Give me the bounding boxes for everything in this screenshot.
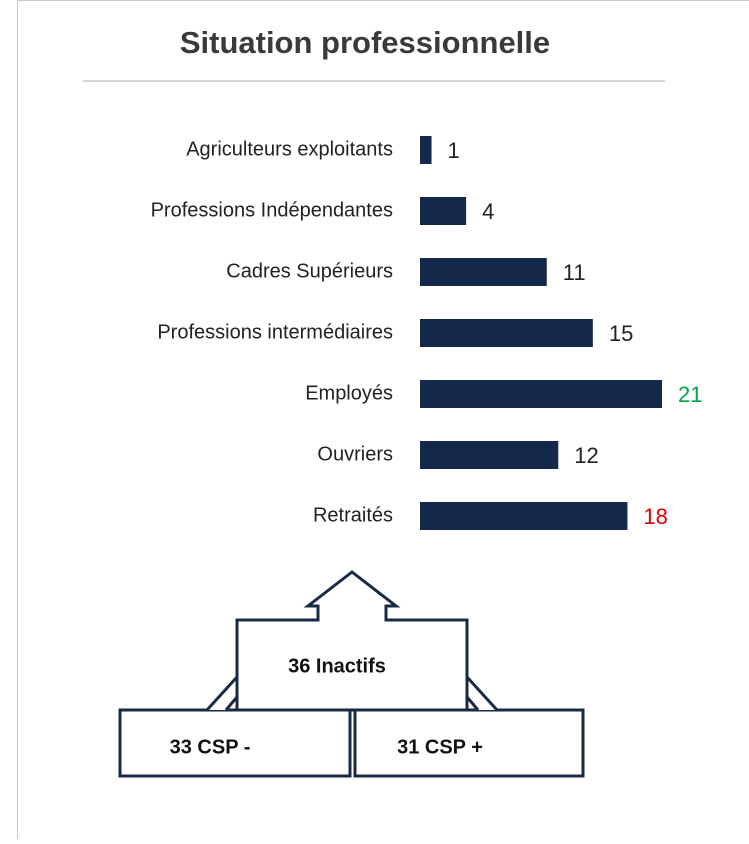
box-top-label: 36 Inactifs <box>288 655 386 677</box>
value-label: 12 <box>574 443 598 468</box>
category-label: Retraités <box>313 504 393 526</box>
category-label: Cadres Supérieurs <box>226 260 393 282</box>
category-label: Ouvriers <box>317 443 393 465</box>
category-label: Employés <box>305 382 393 404</box>
value-label: 11 <box>563 260 586 285</box>
bar <box>420 258 547 286</box>
category-label: Agriculteurs exploitants <box>186 138 393 160</box>
chart-title: Situation professionnelle <box>180 25 550 60</box>
value-label: 18 <box>643 504 667 529</box>
bar <box>420 197 466 225</box>
value-label: 1 <box>448 138 460 163</box>
bar <box>420 319 593 347</box>
bar <box>420 502 627 530</box>
category-label: Professions Indépendantes <box>151 199 393 221</box>
value-label: 15 <box>609 321 633 346</box>
bar <box>420 441 558 469</box>
bar <box>420 380 662 408</box>
category-label: Professions intermédiaires <box>157 321 393 343</box>
box-right-label: 31 CSP + <box>397 736 483 758</box>
box-left-label: 33 CSP - <box>170 736 251 758</box>
bar <box>420 136 432 164</box>
value-label: 4 <box>482 199 494 224</box>
value-label: 21 <box>678 382 702 407</box>
